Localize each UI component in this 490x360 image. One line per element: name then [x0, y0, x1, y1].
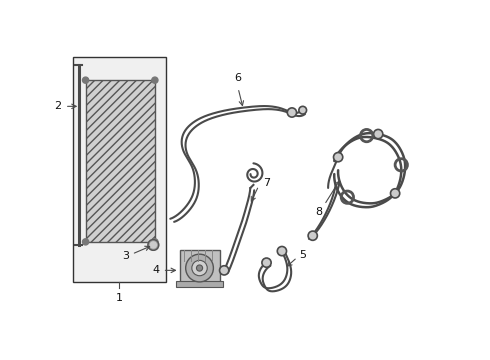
Circle shape — [334, 153, 343, 162]
Circle shape — [220, 266, 229, 275]
Bar — [179, 250, 220, 283]
Circle shape — [373, 130, 383, 139]
Circle shape — [148, 239, 159, 250]
Text: 3: 3 — [122, 251, 129, 261]
Text: 5: 5 — [300, 250, 307, 260]
Text: 6: 6 — [235, 73, 242, 83]
Bar — [175, 281, 223, 287]
Bar — [74, 57, 167, 282]
Circle shape — [152, 239, 158, 245]
Circle shape — [277, 247, 287, 256]
Text: 7: 7 — [263, 178, 270, 188]
Circle shape — [192, 260, 207, 276]
Bar — [86, 80, 155, 242]
Circle shape — [196, 265, 203, 271]
Circle shape — [287, 108, 296, 117]
Text: 2: 2 — [54, 101, 62, 111]
Circle shape — [150, 242, 156, 248]
Circle shape — [152, 77, 158, 83]
Text: 1: 1 — [116, 293, 123, 303]
Text: 8: 8 — [315, 207, 322, 217]
Circle shape — [82, 77, 89, 83]
Circle shape — [186, 254, 214, 282]
Circle shape — [82, 239, 89, 245]
Circle shape — [299, 106, 307, 114]
Text: 4: 4 — [152, 265, 159, 275]
Circle shape — [308, 231, 318, 240]
Circle shape — [262, 258, 271, 267]
Circle shape — [391, 189, 400, 198]
